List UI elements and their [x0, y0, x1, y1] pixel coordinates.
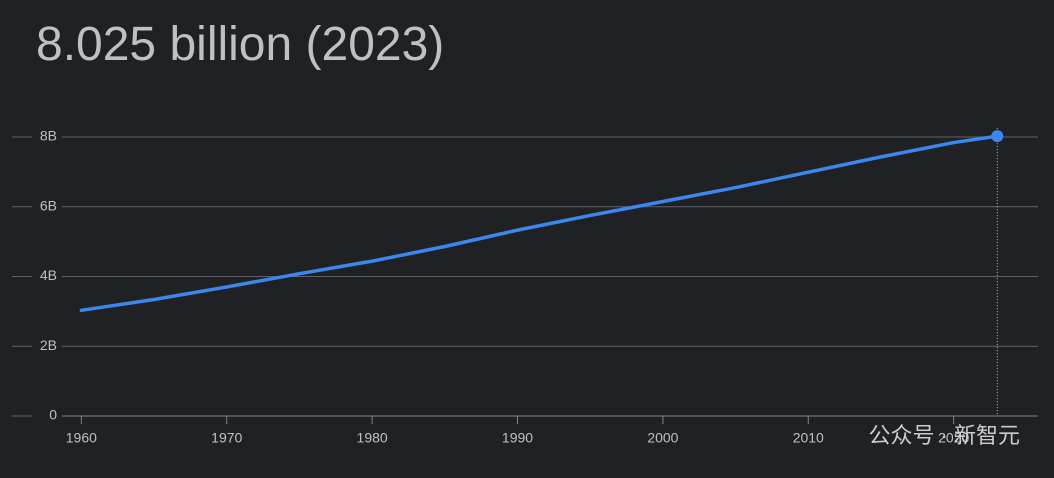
x-tick-label: 1960: [66, 430, 97, 446]
x-tick-label: 1980: [357, 430, 388, 446]
y-tick-label: 8B: [40, 128, 57, 144]
x-tick-label: 2020: [938, 430, 969, 446]
watermark: 公众号 · 新智元: [868, 423, 1020, 448]
y-tick-label: 4B: [40, 267, 57, 283]
point: [991, 130, 1004, 143]
y-tick-label: 0: [49, 407, 57, 423]
chart-title: 8.025 billion (2023): [36, 18, 444, 71]
x-tick-label: 2000: [647, 430, 678, 446]
y-tick-label: 2B: [40, 337, 57, 353]
line: [79, 134, 1000, 313]
x-tick-label: 1970: [211, 430, 242, 446]
x-tick-label: 2010: [793, 430, 824, 446]
x-tick-label: 1990: [502, 430, 533, 446]
y-tick-label: 6B: [40, 197, 57, 213]
